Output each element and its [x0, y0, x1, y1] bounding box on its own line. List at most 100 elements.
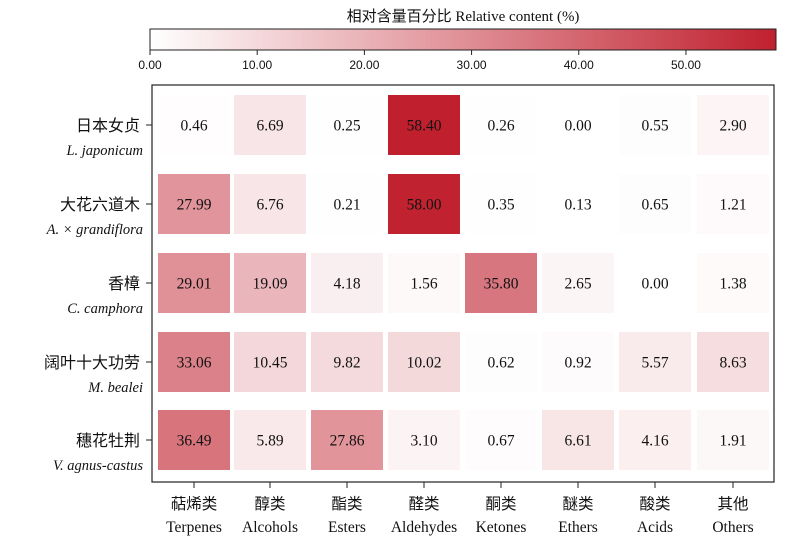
cell-value-label: 1.91 — [719, 433, 746, 450]
column-label-chinese: 醇类 — [254, 495, 285, 513]
cell-value-label: 5.89 — [256, 433, 283, 450]
cell-value-label: 29.01 — [177, 276, 212, 293]
cell-value-label: 4.18 — [333, 276, 360, 293]
heatmap-cell — [619, 332, 691, 392]
row-label-chinese: 香樟 — [108, 275, 140, 293]
heatmap-cell — [542, 332, 614, 392]
cell-value-label: 0.00 — [641, 276, 668, 293]
heatmap-cell — [311, 95, 383, 155]
cell-value-label: 0.62 — [487, 355, 514, 372]
heatmap-cell — [388, 332, 460, 392]
column-label-english: Ethers — [558, 519, 598, 536]
colorbar-gradient — [149, 28, 777, 51]
column-label-english: Alcohols — [242, 519, 298, 536]
row-label-chinese: 穗花牡荆 — [76, 432, 140, 450]
cell-value-label: 58.00 — [407, 197, 442, 214]
heatmap-cell — [465, 332, 537, 392]
heatmap-cells: 0.46 6.69 0.25 58.40 0.26 0.00 0.55 2.90 27.99 6.… — [158, 95, 769, 470]
cell-value-label: 2.65 — [564, 276, 591, 293]
heatmap-cell — [311, 253, 383, 313]
colorbar-tick-label: 30.00 — [457, 58, 487, 72]
column-labels: 萜烯类 Terpenes 醇类 Alcohols 酯类 Esters 醛类 Aldehydes… — [166, 482, 754, 536]
row-labels: 日本女贞 L. japonicum 大花六道木 A. × grandiflora 香樟 C… — [44, 116, 152, 474]
heatmap-cell — [158, 174, 230, 234]
cell-value-label: 19.09 — [253, 276, 288, 293]
cell-value-label: 0.67 — [487, 433, 514, 450]
column-label-chinese: 醚类 — [562, 495, 593, 513]
column-label-english: Esters — [328, 519, 366, 536]
heatmap-cell — [234, 174, 306, 234]
column-label-english: Others — [712, 519, 753, 536]
cell-value-label: 35.80 — [484, 276, 519, 293]
heatmap-cell — [158, 410, 230, 470]
colorbar-tick-label: 50.00 — [671, 58, 701, 72]
heatmap-cell — [311, 332, 383, 392]
cell-value-label: 6.76 — [256, 197, 283, 214]
row-label-latin: A. × grandiflora — [46, 222, 143, 238]
heatmap-cell — [619, 410, 691, 470]
row-label-chinese: 阔叶十大功劳 — [44, 354, 140, 372]
colorbar-tick-label: 20.00 — [349, 58, 379, 72]
colorbar-ticks: 0.00 10.00 20.00 30.00 40.00 50.00 — [138, 50, 701, 72]
column-label-chinese: 酮类 — [485, 495, 516, 513]
heatmap-cell — [697, 332, 769, 392]
cell-value-label: 6.61 — [564, 433, 591, 450]
heatmap-cell — [619, 95, 691, 155]
cell-value-label: 0.55 — [641, 118, 668, 135]
row-label-chinese: 大花六道木 — [60, 196, 140, 214]
heatmap-cell — [542, 95, 614, 155]
heatmap-cell — [697, 174, 769, 234]
column-label-chinese: 萜烯类 — [171, 495, 218, 513]
cell-value-label: 1.38 — [719, 276, 746, 293]
cell-value-label: 3.10 — [410, 433, 437, 450]
colorbar-tick-label: 10.00 — [242, 58, 272, 72]
heatmap-cell — [234, 410, 306, 470]
column-label-english: Aldehydes — [391, 519, 457, 536]
heatmap-cell — [697, 95, 769, 155]
column-label-english: Ketones — [476, 519, 527, 536]
heatmap-cell — [465, 174, 537, 234]
heatmap-cell — [619, 174, 691, 234]
row-label-chinese: 日本女贞 — [76, 116, 140, 135]
cell-value-label: 0.65 — [641, 197, 668, 214]
heatmap-cell — [697, 253, 769, 313]
cell-value-label: 33.06 — [177, 355, 212, 372]
cell-value-label: 36.49 — [177, 433, 212, 450]
heatmap-cell — [158, 95, 230, 155]
colorbar: 相对含量百分比 Relative content (%) 0.00 10.00 20… — [138, 8, 777, 72]
cell-value-label: 27.99 — [177, 197, 212, 214]
row-label-latin: L. japonicum — [65, 143, 143, 159]
heatmap-cell — [697, 410, 769, 470]
cell-value-label: 2.90 — [719, 118, 746, 135]
cell-value-label: 0.92 — [564, 355, 591, 372]
column-label-chinese: 酸类 — [639, 495, 670, 513]
heatmap-cell — [542, 410, 614, 470]
cell-value-label: 6.69 — [256, 118, 283, 135]
cell-value-label: 58.40 — [407, 118, 442, 135]
cell-value-label: 4.16 — [641, 433, 668, 450]
heatmap-cell — [234, 95, 306, 155]
cell-value-label: 8.63 — [719, 355, 746, 372]
cell-value-label: 10.45 — [253, 355, 288, 372]
heatmap-cell — [619, 253, 691, 313]
cell-value-label: 9.82 — [333, 355, 360, 372]
heatmap-cell — [465, 410, 537, 470]
cell-value-label: 0.00 — [564, 118, 591, 135]
column-label-chinese: 酯类 — [331, 495, 362, 513]
heatmap-cell — [465, 253, 537, 313]
cell-value-label: 5.57 — [641, 355, 668, 372]
cell-value-label: 27.86 — [330, 433, 365, 450]
cell-value-label: 0.26 — [487, 118, 514, 135]
colorbar-title: 相对含量百分比 Relative content (%) — [347, 8, 580, 25]
cell-value-label: 1.21 — [719, 197, 746, 214]
column-label-english: Terpenes — [166, 519, 222, 536]
cell-value-label: 0.21 — [333, 197, 360, 214]
heatmap-cell — [234, 253, 306, 313]
heatmap-cell — [542, 174, 614, 234]
heatmap-cell — [542, 253, 614, 313]
colorbar-tick-label: 40.00 — [564, 58, 594, 72]
row-label-latin: C. camphora — [67, 301, 143, 317]
cell-value-label: 1.56 — [410, 276, 437, 293]
row-label-latin: M. bealei — [87, 380, 143, 396]
